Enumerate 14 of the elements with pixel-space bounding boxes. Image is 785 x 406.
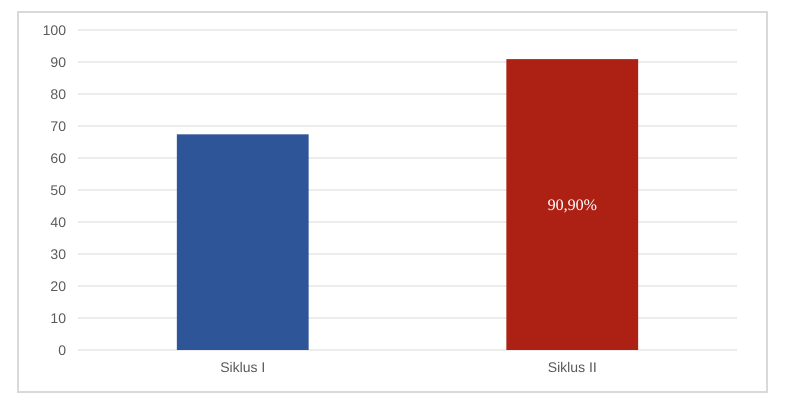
y-tick-label: 40: [50, 214, 66, 230]
y-tick-label: 100: [42, 22, 66, 38]
y-tick-label: 60: [50, 150, 66, 166]
y-tick-label: 80: [50, 86, 66, 102]
y-tick-label: 30: [50, 246, 66, 262]
data-label: 90,90%: [548, 197, 597, 214]
y-tick-label: 0: [58, 342, 66, 358]
y-tick-label: 10: [50, 310, 66, 326]
y-tick-label: 50: [50, 182, 66, 198]
y-tick-label: 70: [50, 118, 66, 134]
x-tick-label: Siklus I: [220, 359, 266, 375]
y-tick-label: 20: [50, 278, 66, 294]
y-tick-label: 90: [50, 54, 66, 70]
x-tick-label: Siklus II: [548, 359, 597, 375]
